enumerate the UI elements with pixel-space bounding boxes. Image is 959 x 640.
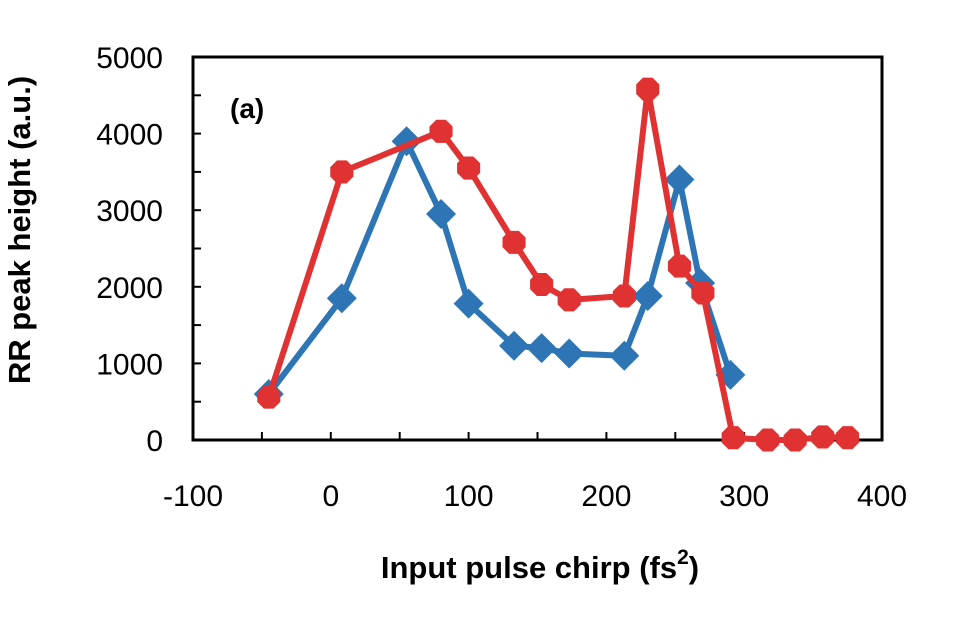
y-tick-label: 0	[146, 425, 163, 458]
data-point-blue	[326, 283, 357, 314]
data-point-red	[636, 77, 660, 101]
x-axis-title-superscript: 2	[677, 546, 689, 569]
y-tick-label: 1000	[96, 348, 163, 381]
data-point-red	[257, 385, 281, 409]
x-tick-label: 200	[581, 480, 631, 513]
data-point-red	[721, 426, 745, 450]
y-axis-title: RR peak height (a.u.)	[2, 76, 37, 384]
data-point-blue	[554, 338, 585, 369]
y-minor-ticks	[193, 94, 201, 403]
data-point-red	[667, 254, 691, 278]
series-layer	[253, 77, 860, 452]
data-point-red	[330, 160, 354, 184]
data-point-red	[691, 281, 715, 305]
data-point-blue	[499, 330, 530, 361]
x-axis-title: Input pulse chirp (fs2)	[381, 546, 699, 585]
data-point-blue	[426, 199, 457, 230]
x-tick-label: 300	[719, 480, 769, 513]
data-point-red	[429, 119, 453, 143]
data-point-red	[783, 428, 807, 452]
panel-label: (a)	[230, 93, 264, 124]
x-tick-label: 100	[444, 480, 494, 513]
data-point-red	[836, 426, 860, 450]
data-point-red	[502, 230, 526, 254]
data-point-blue	[632, 280, 663, 311]
data-point-red	[811, 425, 835, 449]
x-axis-title-end: )	[689, 550, 699, 585]
data-point-blue	[526, 333, 557, 364]
x-axis-title-main: Input pulse chirp (fs	[381, 550, 677, 585]
x-tick-label: -100	[163, 480, 223, 513]
data-point-red	[457, 156, 481, 180]
y-tick-label: 3000	[96, 195, 163, 228]
data-point-blue	[609, 340, 640, 371]
x-tick-labels: -100 0 100 200 300 400	[163, 480, 907, 513]
data-point-red	[612, 284, 636, 308]
x-tick-label: 400	[857, 480, 907, 513]
series-red	[257, 77, 860, 452]
y-tick-label: 4000	[96, 119, 163, 152]
series-line-red	[265, 86, 848, 443]
y-tick-labels: 0 1000 2000 3000 4000 5000	[96, 42, 163, 458]
y-tick-label: 2000	[96, 272, 163, 305]
y-tick-label: 5000	[96, 42, 163, 75]
data-point-red	[530, 272, 554, 297]
plot-frame	[191, 55, 884, 442]
data-point-red	[557, 288, 581, 312]
x-tick-label: 0	[322, 480, 339, 513]
data-point-blue	[664, 164, 695, 195]
data-point-blue	[453, 288, 484, 319]
data-point-red	[756, 428, 780, 452]
